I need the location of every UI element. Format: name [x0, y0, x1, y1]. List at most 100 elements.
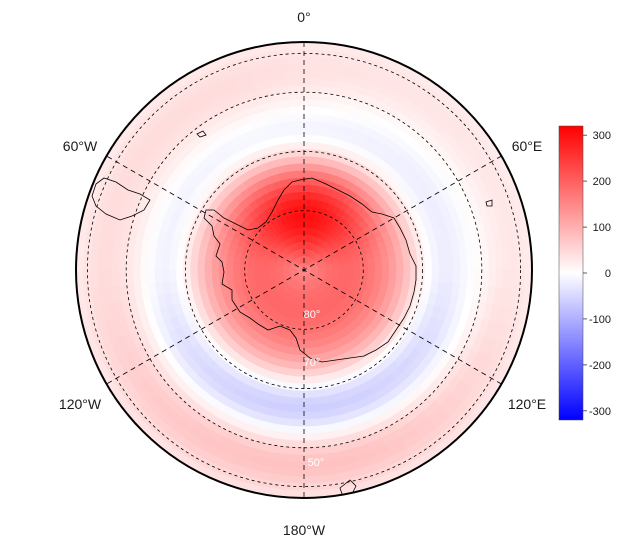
field-cell	[175, 258, 184, 271]
field-cell	[303, 425, 319, 435]
field-cell	[403, 260, 412, 271]
field-cell	[203, 260, 213, 271]
field-cell	[410, 259, 419, 271]
field-cell	[303, 134, 317, 143]
field-cell	[89, 269, 99, 289]
field-cell	[175, 269, 184, 282]
field-cell	[417, 259, 426, 271]
field-cell	[388, 261, 397, 271]
lon-label-180w: 180°W	[283, 522, 326, 538]
field-cell	[353, 269, 362, 276]
field-cell	[225, 269, 234, 278]
field-cell	[293, 148, 305, 157]
field-cell	[253, 265, 262, 271]
field-cell	[303, 120, 318, 129]
field-cell	[291, 397, 305, 406]
field-cell	[291, 134, 305, 143]
field-cell	[438, 257, 447, 271]
field-cell	[296, 347, 305, 356]
field-cell	[290, 112, 305, 122]
field-cell	[303, 326, 310, 335]
field-cell	[452, 256, 462, 271]
field-cell	[118, 269, 127, 287]
field-cell	[303, 234, 308, 242]
field-cell	[303, 105, 319, 115]
field-cell	[288, 98, 305, 108]
field-cell	[82, 250, 92, 271]
field-cell	[161, 269, 170, 283]
field-cell	[360, 269, 369, 276]
field-cell	[285, 63, 305, 72]
field-cell	[303, 42, 325, 51]
field-cell	[288, 346, 298, 356]
field-cell	[111, 252, 120, 271]
field-cell	[139, 269, 149, 285]
field-cell	[509, 251, 519, 271]
field-cell	[225, 256, 235, 265]
field-cell	[300, 298, 305, 306]
field-cell	[298, 205, 305, 214]
field-cell	[466, 269, 476, 286]
field-cell	[410, 269, 419, 281]
field-cell	[146, 269, 156, 284]
field-cell	[287, 84, 305, 93]
field-cell	[303, 219, 309, 228]
field-cell	[118, 253, 127, 271]
field-cell	[287, 447, 305, 456]
field-cell	[303, 411, 318, 420]
field-cell	[310, 184, 320, 194]
field-cell	[303, 383, 315, 392]
field-cell	[403, 269, 412, 280]
field-cell	[303, 184, 312, 193]
field-cell	[168, 257, 177, 271]
field-cell	[303, 404, 317, 413]
field-cell	[283, 489, 305, 498]
small-island-coastline	[485, 199, 493, 207]
field-cell	[352, 274, 362, 281]
south-america-coastline	[91, 177, 151, 221]
field-cell	[332, 269, 340, 274]
field-cell	[132, 269, 142, 286]
field-cell	[474, 254, 483, 271]
colorbar-tick-label: -300	[589, 406, 611, 418]
field-cell	[294, 162, 305, 171]
field-cell	[459, 269, 469, 285]
meridian-line	[106, 155, 502, 385]
field-cell	[291, 404, 305, 413]
field-cell	[359, 274, 369, 282]
field-cell	[346, 269, 355, 275]
field-cell	[97, 269, 106, 289]
africa-tip-coastline	[339, 479, 357, 495]
field-cell	[339, 269, 348, 275]
field-cell	[286, 454, 305, 463]
field-cell	[303, 475, 323, 485]
field-cell	[292, 325, 300, 335]
graticule	[86, 42, 522, 498]
field-cell	[182, 259, 191, 271]
colorbar-tick-label: 300	[593, 130, 611, 142]
latitude-circle	[244, 210, 364, 330]
field-cell	[303, 148, 315, 157]
field-cell	[218, 254, 228, 264]
field-cell	[303, 468, 323, 477]
field-cell	[196, 269, 205, 280]
lon-label-60w: 60°W	[63, 138, 98, 154]
field-cell	[303, 48, 324, 58]
field-cell	[297, 333, 305, 342]
small-island-coastline	[196, 130, 207, 138]
field-cell	[431, 269, 440, 283]
field-cell	[296, 191, 305, 200]
field-cell	[293, 376, 305, 385]
field-cell	[239, 258, 249, 266]
lon-label-120w: 120°W	[59, 396, 102, 412]
field-cell	[311, 177, 321, 187]
field-cell	[290, 418, 305, 428]
field-cell	[285, 468, 305, 477]
lon-label-0: 0°	[297, 9, 310, 25]
field-cell	[495, 252, 504, 271]
field-cell	[303, 205, 310, 214]
field-cell	[481, 253, 490, 271]
field-cell	[502, 251, 511, 271]
lon-label-60e: 60°E	[512, 138, 543, 154]
field-cell	[288, 440, 305, 449]
